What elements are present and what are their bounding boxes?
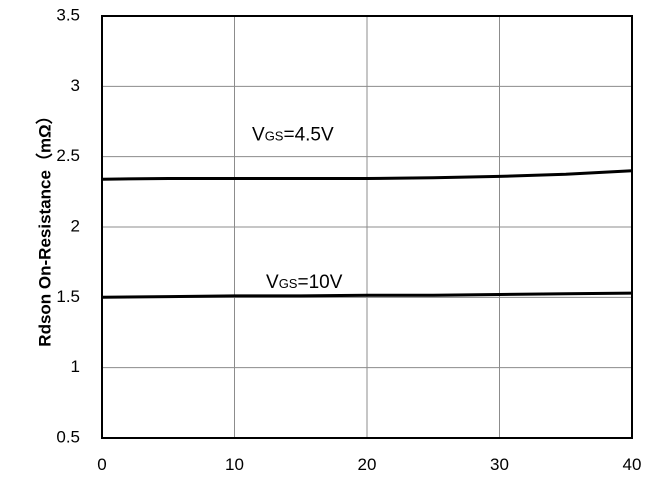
grid (102, 16, 632, 438)
series-label-main: V (266, 272, 279, 293)
y-tick-label: 1.5 (56, 287, 80, 306)
series-line-0 (101, 169, 633, 181)
x-tick-label: 10 (225, 455, 244, 474)
series-label-subscript: GS (265, 128, 284, 143)
y-tick-label: 3.5 (56, 5, 80, 24)
series-label-rest: =10V (297, 272, 342, 293)
series-line-1 (101, 291, 633, 299)
series-label-0: VGS=4.5V (252, 124, 334, 145)
y-tick-label: 2.5 (56, 146, 80, 165)
tick-labels: 0 10 20 30 40 0.5 1 1.5 2 2.5 3 3.5 (56, 5, 641, 474)
x-tick-label: 30 (490, 455, 509, 474)
x-tick-label: 0 (97, 455, 106, 474)
plot-frame (101, 15, 633, 439)
series-label-1: VGS=10V (266, 272, 343, 293)
y-tick-label: 2 (71, 216, 80, 235)
y-tick-label: 1 (71, 357, 80, 376)
series-label-rest: =4.5V (283, 124, 334, 145)
x-tick-label: 20 (358, 455, 377, 474)
y-axis-title: Rdson On-Resistance（mΩ） (34, 107, 54, 346)
series-lines (101, 169, 633, 299)
series-label-main: V (252, 124, 265, 145)
y-tick-label: 0.5 (56, 427, 80, 446)
y-tick-label: 3 (71, 76, 80, 95)
x-tick-label: 40 (623, 455, 642, 474)
series-label-subscript: GS (279, 276, 298, 291)
